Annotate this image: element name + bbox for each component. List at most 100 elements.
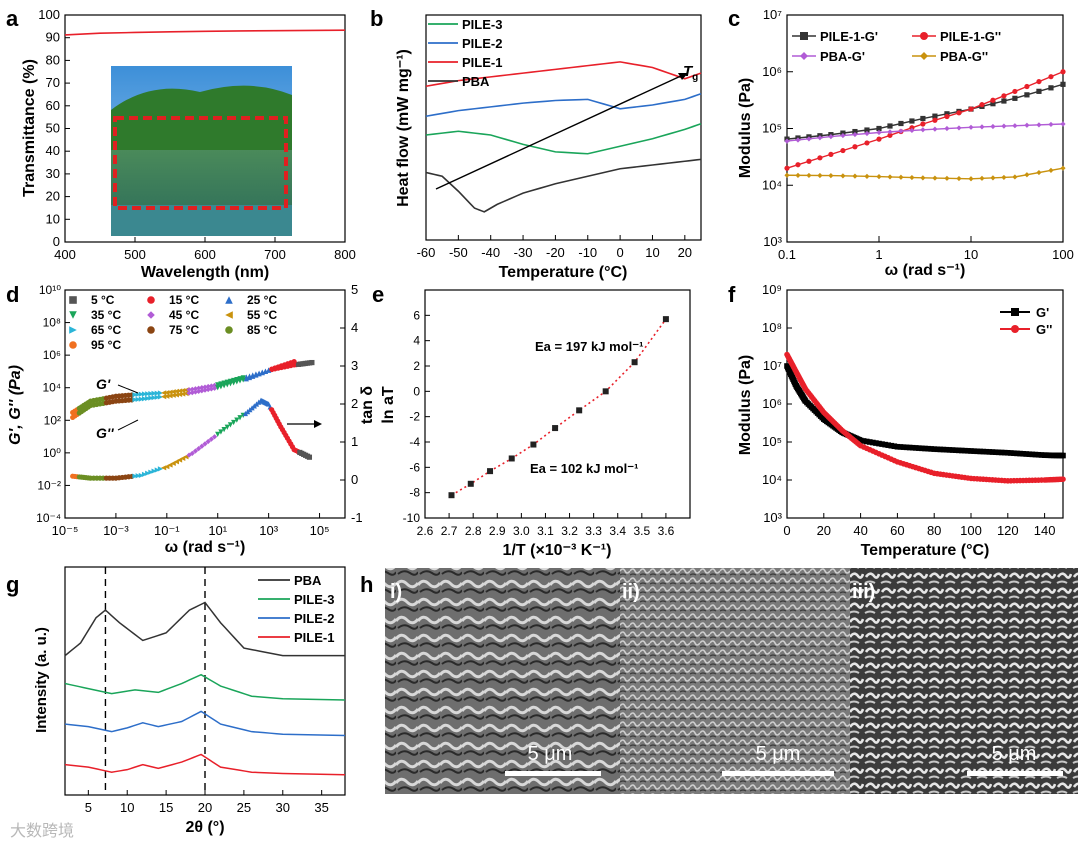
d-point-gprime	[215, 382, 221, 388]
a-ytick-label: 100	[38, 7, 60, 22]
sem-label-ii: ii)	[622, 581, 640, 603]
c-marker-pile-1-g	[1024, 92, 1030, 98]
c-marker-pba-g	[944, 125, 950, 132]
f-marker-gprime	[974, 448, 980, 455]
a-ytick-label: 70	[46, 75, 60, 90]
d-point-gdouble	[154, 394, 160, 400]
scale-bar-label-i: 5 μm	[528, 743, 573, 765]
c-marker-pba-g	[990, 175, 996, 181]
d-point-gprime	[141, 391, 148, 397]
f-marker-gprime	[940, 446, 947, 453]
c-marker-pba-g	[1024, 172, 1030, 178]
g-xlabel: 2θ (°)	[185, 819, 224, 836]
f-marker-gprime	[971, 448, 977, 454]
d-ytick-label: 10⁶	[43, 348, 61, 362]
d-ytick-label: 10⁰	[43, 446, 61, 460]
f-marker-gprime	[1001, 449, 1008, 456]
panel-e-axes	[424, 289, 691, 519]
f-marker-gprime	[857, 437, 864, 444]
e-data-point	[467, 480, 474, 487]
d-point-gprime	[164, 390, 170, 396]
d-arrowhead-tandelta	[314, 420, 322, 428]
inset-film-outline	[113, 116, 288, 210]
f-marker-gprime	[913, 445, 919, 451]
d-label-gprime: G'	[96, 376, 111, 392]
f-ylabel: Modulus (Pa)	[737, 355, 754, 455]
c-marker-pile-1-g	[1048, 74, 1054, 80]
tg-arrowhead	[678, 73, 688, 80]
d-ylabel: G', G'' (Pa)	[7, 365, 24, 445]
d-point-gprime	[186, 387, 192, 393]
b-line-pile-2	[425, 92, 702, 118]
e-xtick-label: 3.0	[513, 524, 530, 538]
c-marker-pile-1-g	[864, 140, 870, 146]
b-xtick-label: -10	[578, 245, 597, 260]
g-line-pile-1	[64, 753, 346, 776]
d-y2tick-label: 5	[351, 282, 358, 297]
d-legend-label-5-c: 5 °C	[91, 293, 115, 307]
inset-photo	[111, 66, 292, 236]
d-point-tandelta	[196, 446, 202, 452]
d-point-gdouble	[196, 388, 202, 394]
d-point-gprime	[208, 383, 214, 389]
c-marker-pba-g	[828, 172, 834, 179]
c-marker-pba-g	[864, 130, 870, 137]
d-point-gdouble	[167, 393, 173, 399]
scale-bar-iii	[967, 771, 1063, 776]
d-point-gdouble	[224, 382, 230, 388]
panel-e-ticks: 2.6 2.7 2.8 2.9 3.0 3.1 3.2 3.3 3.4 3.5 3.6 -10 -8 -6…	[403, 308, 675, 538]
panel-f-ticks: 0 20 40 60 80 100 120 140 10³ 10⁴ 10⁵ 10⁶ 10⁷ 10⁸ 10⁹	[762, 282, 1055, 538]
panel-label-g: g	[6, 572, 19, 597]
d-xtick-label: 10³	[259, 523, 278, 538]
d-point-gprime	[221, 380, 227, 386]
panel-label-e: e	[372, 282, 384, 307]
c-marker-pba-g	[920, 175, 926, 181]
b-legend-label-pile-1: PILE-1	[462, 55, 502, 70]
d-point-tandelta	[132, 473, 138, 479]
e-ytick-label: 2	[413, 359, 420, 373]
d-point-tandelta	[164, 464, 170, 470]
panel-f-lines	[784, 351, 1066, 484]
c-marker-pba-g	[898, 174, 904, 180]
d-point-gprime	[151, 390, 157, 397]
sem-label-i: i)	[390, 581, 402, 603]
e-data-point	[576, 407, 583, 414]
e-xtick-label: 3.2	[561, 524, 578, 538]
d-y2tick-label: 3	[351, 358, 358, 373]
b-line-pba	[425, 158, 702, 213]
a-ytick-label: 30	[46, 166, 60, 181]
a-ytick-label: 40	[46, 143, 60, 158]
e-xtick-label: 3.6	[658, 524, 675, 538]
f-ytick-label: 10³	[763, 510, 782, 525]
g-xtick-label: 20	[198, 800, 212, 815]
d-point-tandelta	[148, 469, 154, 475]
c-marker-pba-g	[784, 138, 790, 144]
d-point-gprime	[145, 391, 151, 397]
g-xtick-label: 25	[237, 800, 251, 815]
a-ytick-label: 10	[46, 211, 60, 226]
c-marker-pile-1-g	[1001, 93, 1007, 99]
sem-label-iii: iii)	[852, 581, 875, 603]
c-marker-pile-1-g	[944, 111, 950, 117]
c-ytick-label: 10⁴	[762, 177, 782, 192]
d-point-gprime	[176, 388, 183, 394]
d-point-tandelta	[208, 436, 214, 442]
transmittance-line	[64, 29, 346, 36]
panel-label-d: d	[6, 282, 19, 307]
d-point-tandelta	[306, 454, 313, 460]
d-point-gprime	[218, 381, 224, 387]
a-ytick-label: 90	[46, 30, 60, 45]
d-point-gprime	[157, 390, 164, 396]
d-point-tandelta	[199, 443, 205, 449]
b-line-pile-3	[425, 122, 702, 155]
f-marker-gprime	[1029, 451, 1036, 458]
d-point-gdouble	[151, 395, 157, 401]
f-marker-gprime	[922, 445, 928, 452]
c-marker-pba-g	[932, 126, 938, 132]
g-line-pile-2	[64, 710, 346, 737]
f-marker-gprime	[1020, 450, 1026, 457]
e-ytick-label: -8	[409, 486, 420, 500]
f-marker-gprime	[946, 447, 953, 453]
e-ylabel: ln aT	[380, 386, 397, 424]
d-point-gprime	[148, 391, 154, 397]
